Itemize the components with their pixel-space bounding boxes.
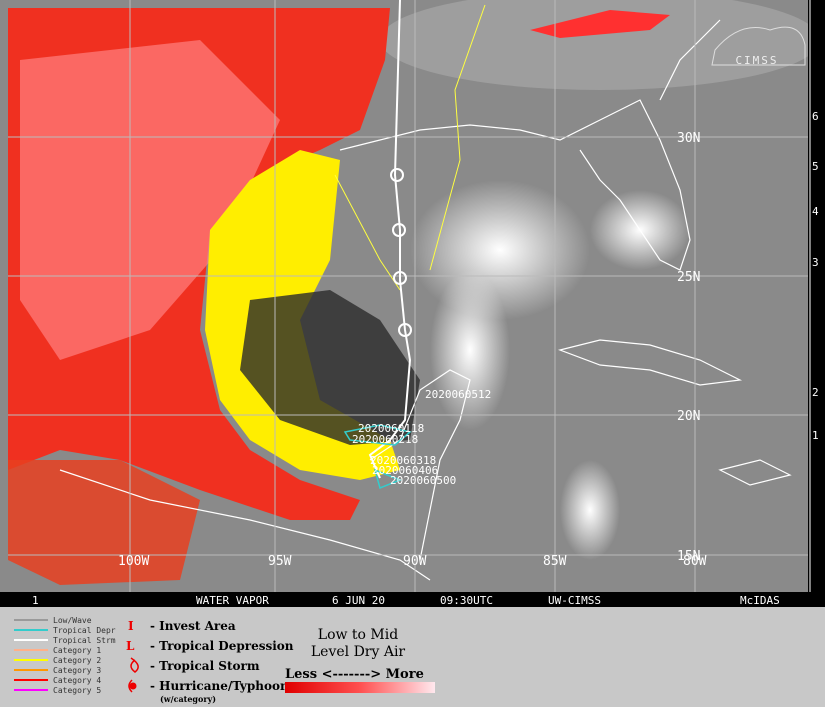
coastline bbox=[718, 459, 792, 486]
logo-text: CIMSS bbox=[735, 54, 778, 67]
dry-air-colorbar bbox=[285, 682, 435, 693]
storm-track bbox=[368, 0, 412, 479]
lon-label: 100W bbox=[118, 554, 149, 569]
coastline bbox=[557, 339, 743, 386]
status-bar bbox=[0, 592, 825, 607]
track-label: 2020060118 bbox=[358, 422, 424, 435]
depression-track bbox=[343, 424, 412, 490]
storm-symbol bbox=[398, 323, 412, 337]
legend-line-label: Category 3 bbox=[53, 666, 101, 675]
side-label: 4 bbox=[812, 205, 819, 218]
track-label: 2020060500 bbox=[390, 474, 456, 487]
graticule bbox=[8, 0, 808, 592]
storm-symbol bbox=[392, 223, 406, 237]
status-text: WATER VAPOR bbox=[196, 594, 269, 607]
side-label: 5 bbox=[812, 160, 819, 173]
lat-label: 15N bbox=[677, 549, 700, 564]
cloud bbox=[430, 270, 510, 430]
coastlines bbox=[59, 19, 792, 581]
lon-label: 85W bbox=[543, 554, 567, 569]
dry-air-title: Level Dry Air bbox=[311, 644, 406, 660]
coastline bbox=[369, 369, 471, 561]
hurricane-icon bbox=[129, 682, 137, 690]
legend-line-label: Category 2 bbox=[53, 656, 101, 665]
legend-line-label: Low/Wave bbox=[53, 616, 92, 625]
logo-shape bbox=[711, 26, 806, 66]
forecast-cone bbox=[429, 4, 486, 271]
coastline bbox=[659, 19, 721, 101]
status-text: 09:30UTC bbox=[440, 594, 493, 607]
legend-label: - Tropical Storm bbox=[150, 659, 260, 673]
legend-line-label: Category 5 bbox=[53, 686, 101, 695]
legend-line-label: Category 1 bbox=[53, 646, 101, 655]
cloud bbox=[380, 0, 820, 90]
legend-line-label: Category 4 bbox=[53, 676, 101, 685]
lon-label: 95W bbox=[268, 554, 292, 569]
logo: CIMSS bbox=[711, 26, 806, 67]
storm-symbol bbox=[390, 168, 404, 182]
track-label: 2020060406 bbox=[372, 464, 438, 477]
lat-label: 30N bbox=[677, 131, 700, 146]
legend-label: - Invest Area bbox=[150, 619, 236, 633]
hurricane-icon bbox=[128, 679, 133, 693]
dry-air-red bbox=[8, 460, 200, 585]
side-label: 6 bbox=[812, 110, 819, 123]
dry-air-dark bbox=[240, 290, 420, 445]
storm-symbol bbox=[393, 271, 407, 285]
storm-icon bbox=[130, 657, 139, 673]
legend-label: - Tropical Depression bbox=[150, 639, 294, 653]
status-text: 6 JUN 20 bbox=[332, 594, 385, 607]
track-label: 2020060318 bbox=[370, 454, 436, 467]
legend-label: - Hurricane/Typhoon bbox=[150, 679, 289, 693]
status-text: 1 bbox=[32, 594, 39, 607]
dry-air-pink bbox=[20, 40, 280, 360]
coastline bbox=[339, 99, 691, 271]
lat-label: 20N bbox=[677, 409, 700, 424]
storm-symbols bbox=[390, 168, 412, 337]
lon-label: 90W bbox=[403, 554, 427, 569]
legend-line-label: Tropical Strm bbox=[53, 636, 116, 645]
cloud bbox=[560, 460, 620, 560]
dry-air-red bbox=[530, 10, 670, 38]
legend-symbol: L bbox=[126, 639, 135, 653]
dry-air-title: Low to Mid bbox=[318, 627, 398, 643]
dry-air-scale: Less <-------> More bbox=[285, 667, 424, 682]
track-label: 2020060218 bbox=[352, 433, 418, 446]
legend-line-label: Tropical Depr bbox=[53, 626, 116, 635]
lat-label: 25N bbox=[677, 270, 700, 285]
coastline bbox=[59, 469, 431, 581]
side-label: 3 bbox=[812, 256, 819, 269]
legend-symbol: I bbox=[128, 619, 134, 633]
side-scale-labels: 6 5 4 3 2 1 bbox=[812, 110, 819, 442]
side-label: 2 bbox=[812, 386, 819, 399]
side-scale bbox=[808, 0, 825, 607]
status-text: UW-CIMSS bbox=[548, 594, 601, 607]
track-label: 2020060512 bbox=[425, 388, 491, 401]
legend-note: (w/category) bbox=[160, 694, 216, 704]
status-text: McIDAS bbox=[740, 594, 780, 607]
side-label: 1 bbox=[812, 429, 819, 442]
lon-label: 80W bbox=[683, 554, 707, 569]
